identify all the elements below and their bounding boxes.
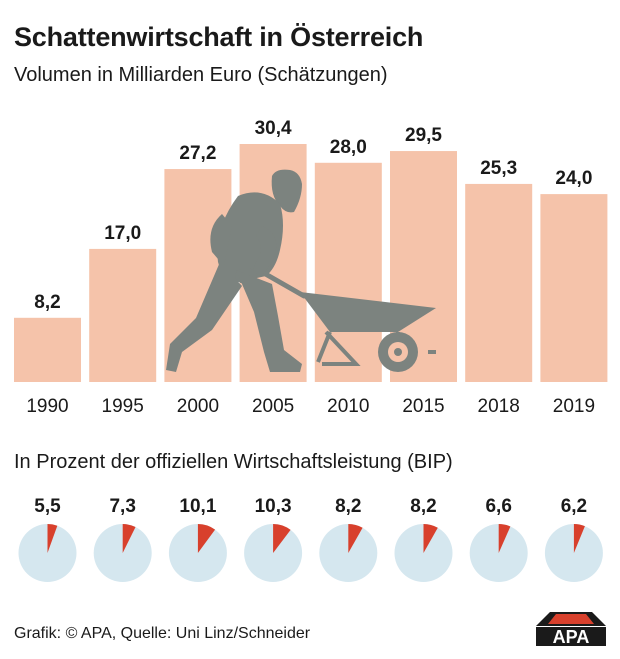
chart-title: Schattenwirtschaft in Österreich (14, 22, 424, 52)
pie-slice (348, 524, 363, 553)
pie-value-label: 8,2 (335, 496, 361, 517)
pie-2000: 10,1 (168, 496, 227, 582)
pie-slice (122, 524, 136, 553)
x-tick-label: 2005 (252, 396, 294, 417)
pie-1995: 7,3 (93, 496, 152, 582)
pie-value-label: 10,3 (255, 496, 292, 517)
x-tick-label: 1990 (26, 396, 68, 417)
bar-1995 (89, 248, 157, 382)
x-tick-label: 2000 (177, 396, 219, 417)
x-tick-label: 1995 (102, 396, 144, 417)
x-tick-label: 2010 (327, 396, 369, 417)
bar-2019 (540, 194, 608, 382)
bar-value-label: 29,5 (405, 125, 442, 146)
bar-value-label: 17,0 (104, 223, 141, 244)
bar-value-label: 24,0 (555, 168, 592, 189)
apa-logo: APA (536, 612, 606, 646)
bar-value-label: 25,3 (480, 158, 517, 179)
pie-2018: 6,6 (469, 496, 528, 582)
pie-slice (498, 524, 511, 553)
pie-value-label: 10,1 (179, 496, 216, 517)
bar-2018 (465, 183, 533, 382)
pie-2010: 8,2 (319, 496, 378, 582)
pie-value-label: 5,5 (34, 496, 61, 517)
pie-chart-subtitle: In Prozent der offiziellen Wirtschaftsle… (14, 451, 453, 473)
bar-value-label: 30,4 (255, 118, 292, 139)
pie-1990: 5,5 (18, 496, 77, 582)
pie-2019: 6,2 (544, 496, 603, 582)
pie-value-label: 6,2 (561, 496, 587, 517)
pie-value-label: 6,6 (485, 496, 511, 517)
bar-chart: 8,2 17,0 27,2 30,4 28,0 29,5 25,3 24,0 1990 1995… (14, 118, 608, 417)
pie-charts: 5,5 7,3 10,1 10,3 8,2 8,2 6,6 6,2 (18, 496, 603, 582)
bar-value-label: 28,0 (330, 137, 367, 158)
pie-2005: 10,3 (244, 496, 303, 582)
x-tick-label: 2019 (553, 396, 595, 417)
bar-chart-subtitle: Volumen in Milliarden Euro (Schätzungen) (14, 64, 388, 86)
source-credit: Grafik: © APA, Quelle: Uni Linz/Schneide… (14, 625, 311, 642)
x-tick-label: 2018 (478, 396, 520, 417)
pie-slice (197, 524, 216, 553)
svg-text:APA: APA (553, 627, 590, 646)
x-tick-label: 2015 (402, 396, 444, 417)
pie-value-label: 7,3 (109, 496, 135, 517)
wheelbarrow-figure-illustration (166, 169, 436, 372)
pie-slice (573, 524, 585, 553)
bar-1990 (14, 317, 81, 382)
pie-2015: 8,2 (394, 496, 453, 582)
pie-slice (47, 524, 58, 553)
pie-slice (273, 524, 291, 553)
pie-value-label: 8,2 (410, 496, 436, 517)
bar-value-label: 27,2 (179, 143, 216, 164)
bar-value-label: 8,2 (34, 292, 60, 313)
pie-slice (423, 524, 438, 553)
